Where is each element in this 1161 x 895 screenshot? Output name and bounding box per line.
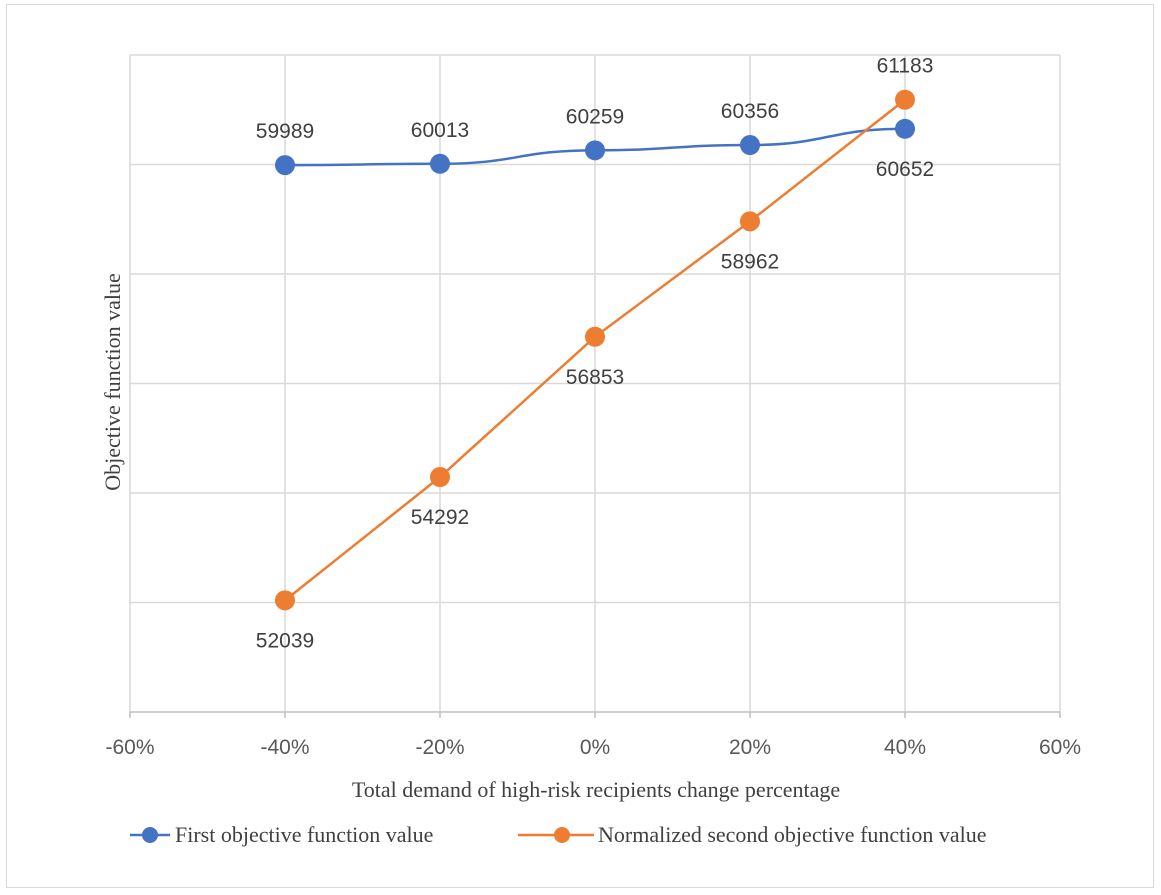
data-point: [585, 326, 605, 347]
data-label: 56853: [566, 366, 624, 389]
x-tick-label: -60%: [105, 736, 154, 759]
data-label: 60259: [566, 105, 624, 128]
data-label: 60652: [876, 158, 934, 181]
x-tick-label: 40%: [884, 736, 926, 759]
data-point: [895, 118, 915, 139]
data-point: [430, 467, 450, 488]
data-point: [895, 89, 915, 110]
data-point: [740, 135, 760, 156]
x-tick-label: 60%: [1039, 736, 1081, 759]
data-label: 58962: [721, 250, 779, 273]
data-label: 60013: [411, 119, 469, 142]
data-label: 61183: [877, 55, 934, 78]
y-axis-title: Objective function value: [100, 273, 125, 490]
legend-marker-first-objective: [142, 827, 158, 843]
axes: -60% -40% -20% 0% 20% 40% 60%: [105, 711, 1081, 759]
x-tick-label: -20%: [415, 736, 464, 759]
series-lines: [275, 89, 915, 611]
data-label: 59989: [256, 120, 314, 143]
data-labels: 59989 60013 60259 60356 60652 52039 54292 56853…: [256, 55, 934, 653]
data-point: [740, 211, 760, 232]
data-label: 60356: [721, 100, 779, 123]
x-axis-title: Total demand of high-risk recipients cha…: [352, 777, 840, 802]
x-tick-label: 0%: [580, 736, 610, 759]
data-point: [275, 590, 295, 611]
legend-label-first-objective: First objective function value: [175, 822, 433, 847]
legend: First objective function value Normalize…: [130, 822, 987, 847]
data-point: [585, 140, 605, 161]
x-tick-label: -40%: [260, 736, 309, 759]
data-label: 52039: [256, 629, 314, 652]
legend-label-second-objective: Normalized second objective function val…: [598, 822, 987, 847]
data-label: 54292: [411, 506, 469, 529]
legend-marker-second-objective: [554, 827, 570, 843]
data-point: [275, 155, 295, 176]
data-point: [430, 153, 450, 174]
x-tick-label: 20%: [729, 736, 771, 759]
